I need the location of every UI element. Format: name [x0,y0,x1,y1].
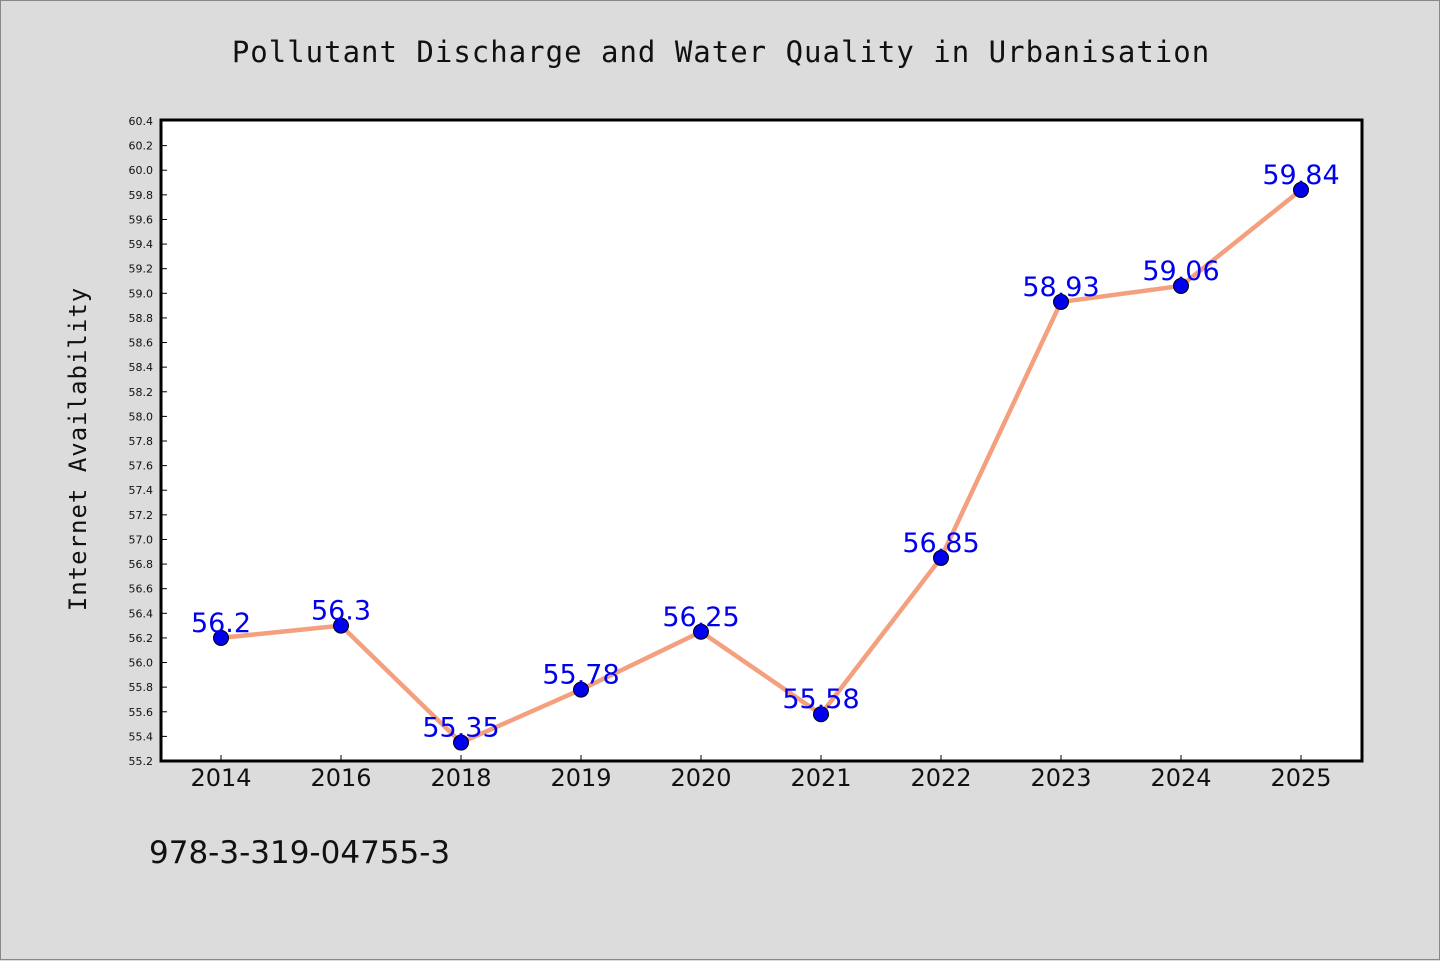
y-tick-label: 58.4 [129,361,154,374]
data-point [453,734,469,751]
data-label: 55.78 [542,660,619,691]
data-point [213,629,229,646]
x-tick-label: 2018 [430,764,491,792]
data-label: 56.3 [311,596,371,627]
plot-area [159,118,1364,763]
y-tick-label: 60.2 [129,140,154,153]
chart-title: Pollutant Discharge and Water Quality in… [231,35,1211,69]
data-label: 55.58 [782,684,859,715]
x-axis-ticks: 2014 2016 2018 2019 2020 2021 2022 2023 2024 2025 [190,755,1332,792]
data-point [693,623,709,640]
series-line [218,187,1304,745]
y-tick-label: 56.4 [129,607,154,620]
data-label: 55.35 [422,713,499,744]
x-tick-label: 2016 [310,764,371,792]
data-point [813,706,829,723]
y-tick-label: 55.8 [129,681,154,694]
y-tick-label: 58.6 [129,337,154,350]
y-tick-label: 57.4 [129,484,154,497]
footer-code: 978-3-319-04755-3 [149,835,451,871]
x-tick-label: 2020 [670,764,731,792]
y-tick-label: 57.2 [129,509,154,522]
y-axis-ticks: 55.2 55.4 55.6 55.8 56.0 56.2 56.4 56.6 56.8 57.0… [129,115,167,768]
y-tick-label: 58.0 [129,410,154,423]
y-tick-label: 56.6 [129,583,154,596]
data-label: 56.25 [662,602,739,633]
x-tick-label: 2019 [550,764,611,792]
y-tick-label: 56.2 [129,632,154,645]
data-point [1293,181,1309,198]
y-tick-label: 55.4 [129,730,154,743]
y-tick-label: 56.8 [129,558,154,571]
y-tick-label: 59.6 [129,213,154,226]
y-tick-label: 59.0 [129,287,154,300]
series-line-group [218,187,1304,745]
y-tick-label: 58.8 [129,312,154,325]
data-point [333,617,349,634]
y-tick-label: 59.8 [129,189,154,202]
data-label: 56.2 [191,608,251,639]
x-tick-label: 2023 [1030,764,1091,792]
y-tick-label: 57.6 [129,460,154,473]
x-tick-label: 2024 [1150,764,1211,792]
y-tick-label: 57.0 [129,533,154,546]
data-label: 56.85 [902,528,979,559]
data-point [573,681,589,698]
x-tick-label: 2021 [790,764,851,792]
data-point [933,549,949,566]
y-axis-label: Internet Availability [64,287,92,611]
x-tick-label: 2022 [910,764,971,792]
y-tick-label: 58.2 [129,386,154,399]
y-tick-label: 59.4 [129,238,154,251]
y-tick-label: 60.0 [129,164,154,177]
y-tick-label: 57.8 [129,435,154,448]
y-tick-label: 55.6 [129,706,154,719]
y-tick-label: 60.4 [129,115,154,128]
y-tick-label: 59.2 [129,263,154,276]
x-tick-label: 2014 [190,764,251,792]
data-label: 58.93 [1022,272,1099,303]
y-tick-label: 55.2 [129,755,154,768]
data-labels: 56.2 56.3 55.35 55.78 56.25 55.58 56.85 58.93 59… [191,160,1340,744]
data-point [1053,293,1069,310]
x-tick-label: 2025 [1270,764,1331,792]
data-label: 59.06 [1142,256,1219,287]
data-label: 59.84 [1262,160,1339,191]
data-point [1173,277,1189,294]
series-markers [213,181,1309,751]
y-axis-label-group: Internet Availability [64,287,92,611]
y-tick-label: 56.0 [129,657,154,670]
